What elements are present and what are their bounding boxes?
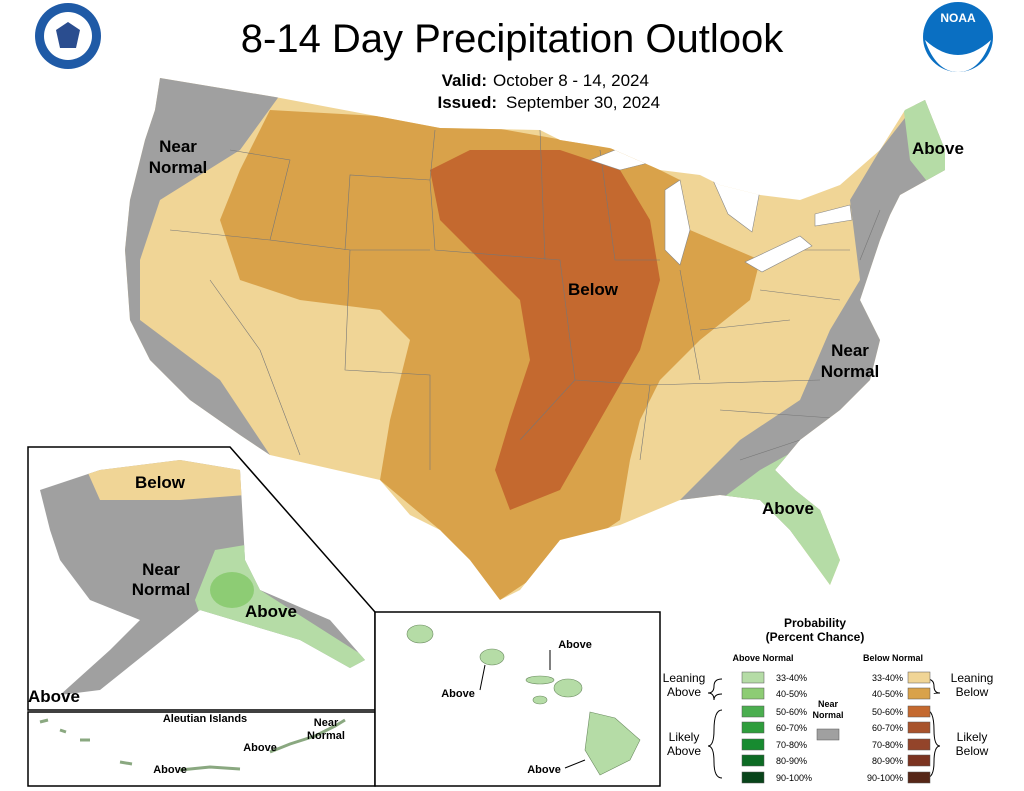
legend-swatch <box>907 771 931 784</box>
legend-group-label: Likely Above <box>667 730 701 758</box>
legend-swatch <box>907 754 931 767</box>
hawaii-label: Above <box>441 688 475 700</box>
legend-range: 90-100% <box>867 773 903 783</box>
aleutian-label: Above <box>243 742 277 754</box>
legend-swatch <box>741 738 765 751</box>
conus-label: Above <box>912 139 964 158</box>
aleutian-label: Near Normal <box>307 717 345 742</box>
legend-range: 40-50% <box>872 689 903 699</box>
legend-range: 33-40% <box>872 673 903 683</box>
noaa-logo: NOAA <box>923 2 993 72</box>
aleutian-title: Aleutian Islands <box>163 713 247 725</box>
conus-label: Near Normal <box>821 341 880 381</box>
issued-date: September 30, 2024 <box>506 93 660 112</box>
legend-title: Probability (Percent Chance) <box>766 616 865 644</box>
issued-label: Issued: <box>437 93 497 112</box>
legend-range: 90-100% <box>776 773 812 783</box>
legend-group-label: Leaning Below <box>951 671 994 699</box>
legend-range: 60-70% <box>872 723 903 733</box>
legend-range: 40-50% <box>776 689 807 699</box>
alaska-label: Near Normal <box>132 560 191 599</box>
hawaii-islands <box>406 624 641 776</box>
legend-header: Below Normal <box>863 653 923 663</box>
conus-label: Above <box>762 499 814 518</box>
doc-seal <box>35 3 101 69</box>
legend-swatch <box>816 728 840 741</box>
legend-swatch <box>907 738 931 751</box>
legend-swatch <box>741 705 765 718</box>
legend-brace <box>707 678 941 779</box>
hawaii-label: Above <box>527 764 561 776</box>
conus-map <box>125 78 945 600</box>
legend-range: 60-70% <box>776 723 807 733</box>
title: 8-14 Day Precipitation Outlook <box>241 17 785 61</box>
legend-swatch <box>741 687 765 700</box>
legend-swatch <box>907 687 931 700</box>
alaska-label: Above <box>28 687 80 706</box>
legend-group-label: Near Normal <box>812 699 843 720</box>
legend-range: 80-90% <box>776 756 807 766</box>
conus-label: Below <box>568 280 619 299</box>
legend-range: 50-60% <box>776 707 807 717</box>
legend-swatch <box>741 754 765 767</box>
aleutian-label: Above <box>153 764 187 776</box>
legend-swatch <box>907 705 931 718</box>
alaska-label: Below <box>135 473 186 492</box>
legend-range: 80-90% <box>872 756 903 766</box>
legend-range: 50-60% <box>872 707 903 717</box>
legend: Probability (Percent Chance) Above Normal… <box>663 616 994 784</box>
conus-label: Near Normal <box>149 137 208 177</box>
legend-group-label: Likely Below <box>956 730 989 758</box>
legend-range: 33-40% <box>776 673 807 683</box>
legend-swatch <box>907 671 931 684</box>
legend-swatch <box>741 771 765 784</box>
aleutian-inset-frame <box>27 711 376 787</box>
legend-swatch <box>741 721 765 734</box>
legend-group-label: Leaning Above <box>663 671 706 699</box>
aleutian-islands <box>39 718 346 772</box>
valid-dates: October 8 - 14, 2024 <box>493 71 649 90</box>
legend-swatch <box>741 671 765 684</box>
legend-range: 70-80% <box>872 740 903 750</box>
hawaii-label: Above <box>558 639 592 651</box>
legend-range: 70-80% <box>776 740 807 750</box>
legend-swatch <box>907 721 931 734</box>
alaska-label: Above <box>245 602 297 621</box>
hawaii-pointer <box>479 650 586 769</box>
legend-header: Above Normal <box>732 653 793 663</box>
valid-label: Valid: <box>442 71 487 90</box>
noaa-text: NOAA <box>940 11 976 25</box>
